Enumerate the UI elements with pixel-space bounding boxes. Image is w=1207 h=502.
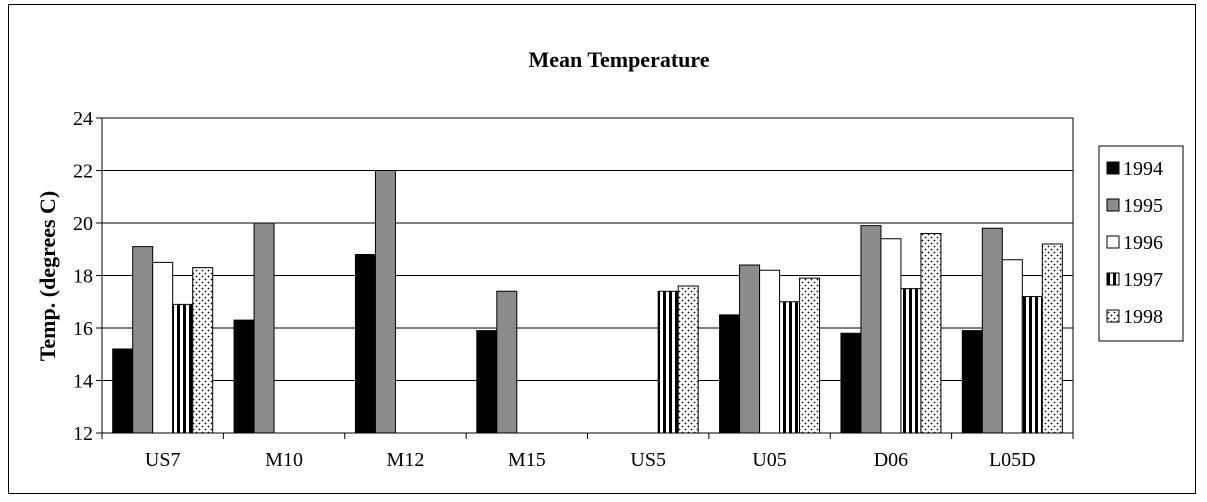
x-tick-label: M12 [387, 449, 425, 471]
bar-1995-M10 [253, 222, 275, 434]
bar-1998-US5 [677, 285, 699, 434]
bar-1994-D06 [840, 332, 862, 434]
x-tick-label: D06 [874, 449, 908, 471]
legend-swatch-1997 [1106, 272, 1120, 286]
bar-1997-U05 [779, 301, 801, 434]
bar-1994-M12 [354, 254, 376, 434]
x-tick-label: M10 [265, 449, 303, 471]
legend: 1994 1995 1996 1997 1998 [1098, 145, 1184, 342]
y-tick-label: 20 [73, 213, 93, 235]
y-axis-label: Temp. (degrees C) [35, 191, 60, 361]
bar-1995-D06 [860, 225, 882, 434]
legend-swatch-1998 [1106, 309, 1120, 323]
x-tick-label: US5 [630, 449, 666, 471]
bar-1996-U05 [759, 269, 781, 434]
bar-1995-M12 [374, 170, 396, 434]
bar-1994-M10 [233, 319, 255, 434]
legend-swatch-1996 [1106, 235, 1120, 249]
x-tick-label: US7 [145, 449, 181, 471]
legend-label-1998: 1998 [1123, 306, 1163, 328]
x-tick-label: M15 [508, 449, 546, 471]
y-tick-label: 14 [73, 371, 93, 393]
y-tick-label: 24 [73, 108, 93, 130]
bar-1998-L05D [1041, 243, 1063, 434]
bar-1994-U05 [719, 314, 741, 434]
bar-1998-U05 [799, 277, 821, 434]
bar-1994-L05D [961, 330, 983, 434]
bar-1996-US7 [152, 261, 174, 434]
legend-swatch-1995 [1106, 198, 1120, 212]
x-tick-label: L05D [989, 449, 1036, 471]
bar-1995-US7 [132, 246, 154, 434]
bar-1997-US5 [657, 290, 679, 434]
bar-chart: Mean Temperature Temp. (degrees C) 12141… [35, 47, 1184, 471]
legend-label-1994: 1994 [1123, 158, 1163, 180]
bar-1995-L05D [981, 227, 1003, 434]
bar-1994-M15 [476, 330, 498, 434]
chart-frame: Mean Temperature Temp. (degrees C) 12 14 1… [8, 4, 1196, 494]
bar-1998-D06 [920, 233, 942, 434]
x-tick-label: U05 [752, 449, 786, 471]
bar-1994-US7 [112, 348, 134, 434]
legend-label-1996: 1996 [1123, 232, 1163, 254]
legend-label-1995: 1995 [1123, 195, 1163, 217]
bar-1997-D06 [900, 288, 922, 434]
legend-swatch-1994 [1106, 161, 1120, 175]
plot-area: 12 14 16 18 20 22 24 US7 M10 M12 M15 US5 U05 D06 L05D [73, 108, 1074, 471]
legend-label-1997: 1997 [1123, 269, 1163, 291]
chart-title: Mean Temperature [528, 47, 709, 72]
bar-1997-US7 [172, 303, 194, 434]
bar-1997-L05D [1021, 296, 1043, 434]
y-tick-label: 12 [73, 423, 93, 445]
y-tick-label: 16 [73, 318, 93, 340]
y-tick-label: 18 [73, 266, 93, 288]
bar-1996-D06 [880, 238, 902, 434]
bar-1996-L05D [1001, 259, 1023, 434]
bar-1995-U05 [739, 264, 761, 434]
bar-1995-M15 [496, 290, 518, 434]
y-tick-label: 22 [73, 161, 93, 183]
bar-1998-US7 [192, 267, 214, 434]
